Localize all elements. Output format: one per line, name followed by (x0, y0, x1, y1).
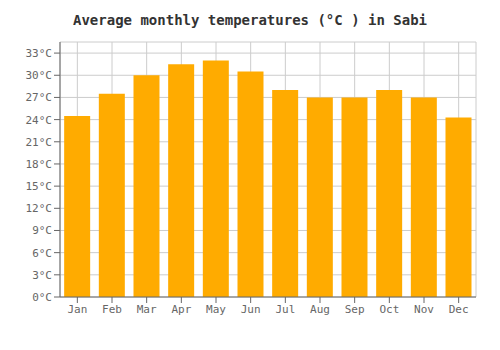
svg-text:18°C: 18°C (26, 158, 53, 171)
svg-text:Dec: Dec (449, 303, 469, 316)
svg-text:Nov: Nov (414, 303, 434, 316)
svg-text:21°C: 21°C (26, 136, 53, 149)
svg-text:Apr: Apr (171, 303, 191, 316)
svg-text:3°C: 3°C (32, 269, 52, 282)
svg-text:Jul: Jul (275, 303, 295, 316)
svg-text:Aug: Aug (310, 303, 330, 316)
svg-text:27°C: 27°C (26, 91, 53, 104)
svg-text:Jun: Jun (241, 303, 261, 316)
svg-text:9°C: 9°C (32, 224, 52, 237)
svg-text:Feb: Feb (102, 303, 122, 316)
html-text:Average monthly temperatures (: Average monthly temperatures (°C ) in Sa… (73, 12, 427, 28)
svg-text:0°C: 0°C (32, 291, 52, 304)
svg-text:30°C: 30°C (26, 69, 53, 82)
svg-text:May: May (206, 303, 226, 316)
svg-text:Jan: Jan (67, 303, 87, 316)
svg-text:Mar: Mar (137, 303, 157, 316)
svg-text:12°C: 12°C (26, 202, 53, 215)
svg-text:15°C: 15°C (26, 180, 53, 193)
svg-text:33°C: 33°C (26, 47, 53, 60)
svg-text:6°C: 6°C (32, 247, 52, 260)
svg-text:Oct: Oct (379, 303, 399, 316)
svg-text:24°C: 24°C (26, 114, 53, 127)
svg-text:Sep: Sep (345, 303, 365, 316)
